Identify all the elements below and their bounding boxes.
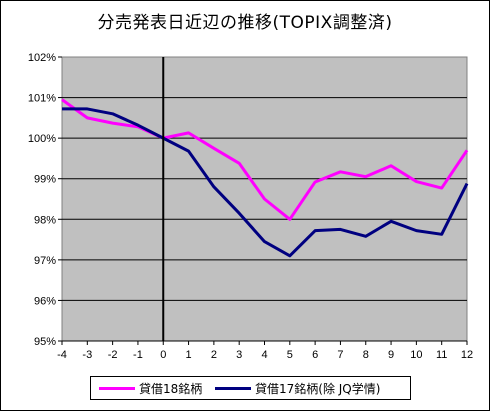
legend-label: 貸借17銘柄(除 JQ学情) (255, 381, 381, 396)
x-tick-label: -3 (82, 349, 92, 361)
x-tick-label: 9 (388, 349, 394, 361)
y-tick-label: 102% (28, 52, 56, 64)
x-tick-label: 11 (436, 349, 447, 361)
x-tick-label: 0 (160, 349, 166, 361)
legend-label: 貸借18銘柄 (139, 381, 203, 396)
legend-swatch-magenta (99, 386, 135, 390)
y-tick-label: 98% (34, 214, 56, 226)
series-line-1 (61, 98, 469, 221)
legend-item-series-1: 貸借18銘柄 (99, 380, 202, 396)
x-tick-label: 8 (363, 349, 369, 361)
legend-swatch-navy (215, 386, 251, 390)
x-tick-label: 4 (261, 349, 267, 361)
x-tick-label: 1 (186, 349, 192, 361)
legend: 貸借18銘柄 貸借17銘柄(除 JQ学情) (90, 376, 411, 400)
y-tick-label: 96% (34, 295, 56, 307)
x-tick-label: -4 (57, 349, 67, 361)
x-tick-label: 5 (287, 349, 293, 361)
x-tick-label: -2 (108, 349, 118, 361)
y-tick-label: 95% (34, 336, 56, 348)
x-tick-label: 6 (312, 349, 318, 361)
y-tick-label: 97% (34, 255, 56, 267)
x-tick-label: -1 (133, 349, 143, 361)
x-tick-label: 3 (236, 349, 242, 361)
legend-item-series-2: 貸借17銘柄(除 JQ学情) (215, 380, 380, 396)
y-tick-label: 101% (28, 93, 56, 105)
x-tick-label: 2 (211, 349, 217, 361)
x-tick-label: 10 (410, 349, 422, 361)
series-line-2 (62, 107, 469, 258)
x-tick-label: 7 (337, 349, 343, 361)
y-tick-label: 99% (34, 174, 56, 186)
y-tick-label: 100% (28, 133, 56, 145)
x-tick-label: 12 (461, 349, 473, 361)
chart-title: 分売発表日近辺の推移(TOPIX調整済) (97, 13, 393, 33)
